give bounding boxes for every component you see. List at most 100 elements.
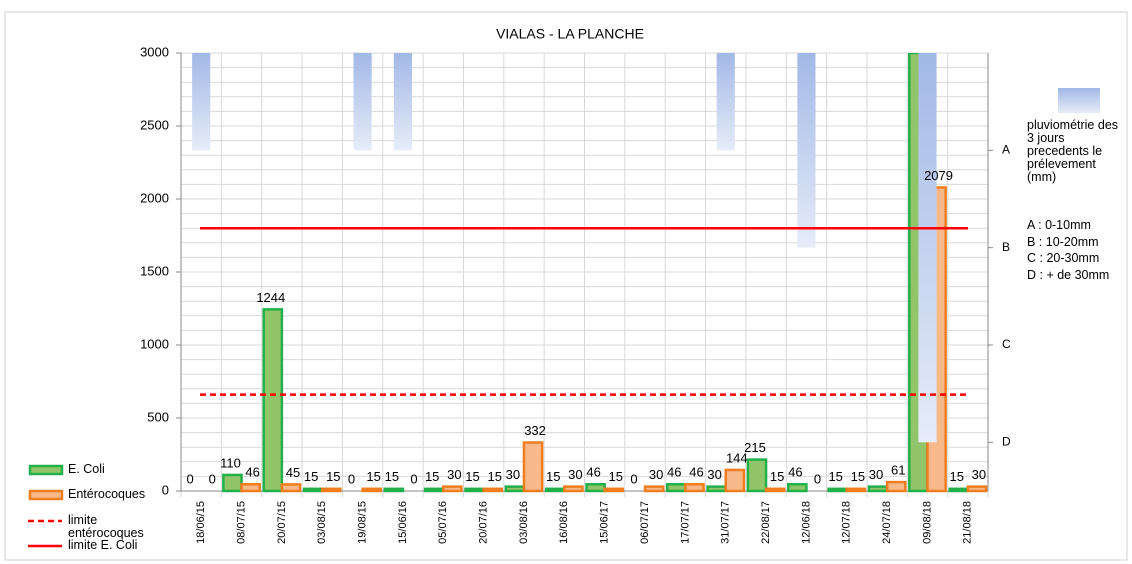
bar	[746, 458, 768, 493]
chart-border	[4, 11, 1128, 561]
plot-area	[192, 53, 988, 493]
legend-label: limite E. Coli	[68, 538, 138, 552]
bar	[966, 485, 988, 493]
legend-label: D : + de 30mm	[1027, 267, 1110, 282]
x-tick-label: 03/08/15	[316, 501, 328, 544]
data-label: 30	[506, 467, 520, 482]
bar	[222, 473, 243, 493]
data-label: 46	[667, 465, 681, 480]
x-tick-label: 12/06/18	[800, 501, 812, 544]
bar	[665, 483, 687, 493]
bar	[262, 308, 284, 493]
y-tick-label: 1500	[140, 263, 169, 278]
rain-bar	[353, 53, 372, 151]
y-tick-label: 0	[162, 482, 169, 497]
bar	[643, 485, 665, 493]
data-label: 15	[326, 469, 340, 484]
data-label: 0	[186, 471, 193, 486]
y-tick-label: 500	[147, 409, 169, 424]
bar	[544, 487, 566, 493]
bar	[302, 487, 324, 493]
x-tick-label: 06/07/17	[639, 501, 651, 544]
bar	[845, 487, 867, 493]
bar	[240, 483, 261, 493]
rain-bar	[192, 53, 211, 151]
legend-label: pluviométrie des 3 jours precedents le p…	[1027, 118, 1119, 184]
x-tick-label: 21/08/18	[962, 501, 974, 544]
bar	[827, 487, 849, 493]
legend-label: Entérocoques	[68, 487, 146, 501]
x-tick-label: 15/06/16	[397, 501, 409, 544]
legend-label: C : 20-30mm	[1027, 251, 1100, 265]
data-label: 15	[851, 469, 865, 484]
bar	[423, 487, 445, 493]
data-label: 30	[707, 467, 721, 482]
bar	[885, 480, 907, 493]
data-label: 15	[950, 469, 964, 484]
data-label: 46	[586, 465, 600, 480]
x-tick-label: 09/08/18	[921, 501, 933, 544]
y-tick-label: 1000	[140, 336, 169, 351]
data-label: 15	[465, 469, 479, 484]
y2-tick-label: A	[1002, 143, 1010, 157]
data-label: 144	[726, 450, 748, 465]
data-label: 15	[304, 469, 318, 484]
data-label: 30	[869, 467, 883, 482]
data-label: 15	[770, 469, 784, 484]
x-tick-label: 03/08/16	[518, 501, 530, 544]
data-label: 15	[546, 469, 560, 484]
y2-tick-label: B	[1002, 240, 1010, 254]
bar	[948, 487, 970, 493]
data-label: 15	[828, 469, 842, 484]
y2-tick-label: D	[1002, 435, 1011, 449]
data-label: 30	[568, 467, 582, 482]
legend-swatch	[1058, 88, 1100, 113]
data-label: 45	[286, 465, 300, 480]
bar	[563, 485, 584, 493]
y2-tick-label: C	[1002, 337, 1011, 351]
bar	[684, 483, 705, 493]
data-label: 2079	[924, 168, 953, 183]
data-label: 15	[425, 469, 439, 484]
legend-swatch	[28, 489, 64, 501]
bar	[504, 485, 526, 493]
rain-bar	[716, 53, 735, 151]
data-label: 15	[609, 469, 623, 484]
bar	[280, 483, 302, 493]
data-label: 46	[689, 465, 703, 480]
data-label: 0	[410, 471, 417, 486]
bar	[464, 487, 485, 493]
bar	[320, 487, 342, 493]
bar	[383, 487, 405, 493]
data-label: 46	[788, 465, 802, 480]
rain-bar	[797, 53, 816, 248]
bar	[603, 487, 625, 493]
data-label: 30	[649, 467, 663, 482]
x-tick-label: 16/08/16	[558, 501, 570, 544]
data-label: 15	[366, 469, 380, 484]
data-label: 0	[814, 471, 821, 486]
data-label: 15	[385, 469, 399, 484]
bar	[482, 487, 504, 493]
data-label: 332	[524, 423, 546, 438]
bar	[361, 487, 382, 493]
y-tick-label: 3000	[140, 44, 169, 59]
chart-title: VIALAS - LA PLANCHE	[496, 26, 644, 42]
y-tick-label: 2000	[140, 190, 169, 205]
rain-bar	[918, 53, 937, 443]
x-tick-label: 31/07/17	[720, 501, 732, 544]
bar	[706, 485, 727, 493]
x-tick-label: 08/07/15	[235, 501, 247, 544]
x-tick-label: 18/06/15	[195, 501, 207, 544]
data-label: 15	[487, 469, 501, 484]
data-label: 0	[630, 471, 637, 486]
bar	[442, 485, 463, 493]
data-label: 30	[447, 467, 461, 482]
x-tick-label: 15/06/17	[599, 501, 611, 544]
data-label: 215	[744, 440, 766, 455]
bar	[724, 468, 746, 493]
x-tick-label: 24/07/18	[881, 501, 893, 544]
data-label: 0	[209, 471, 216, 486]
x-tick-label: 20/07/15	[276, 501, 288, 544]
